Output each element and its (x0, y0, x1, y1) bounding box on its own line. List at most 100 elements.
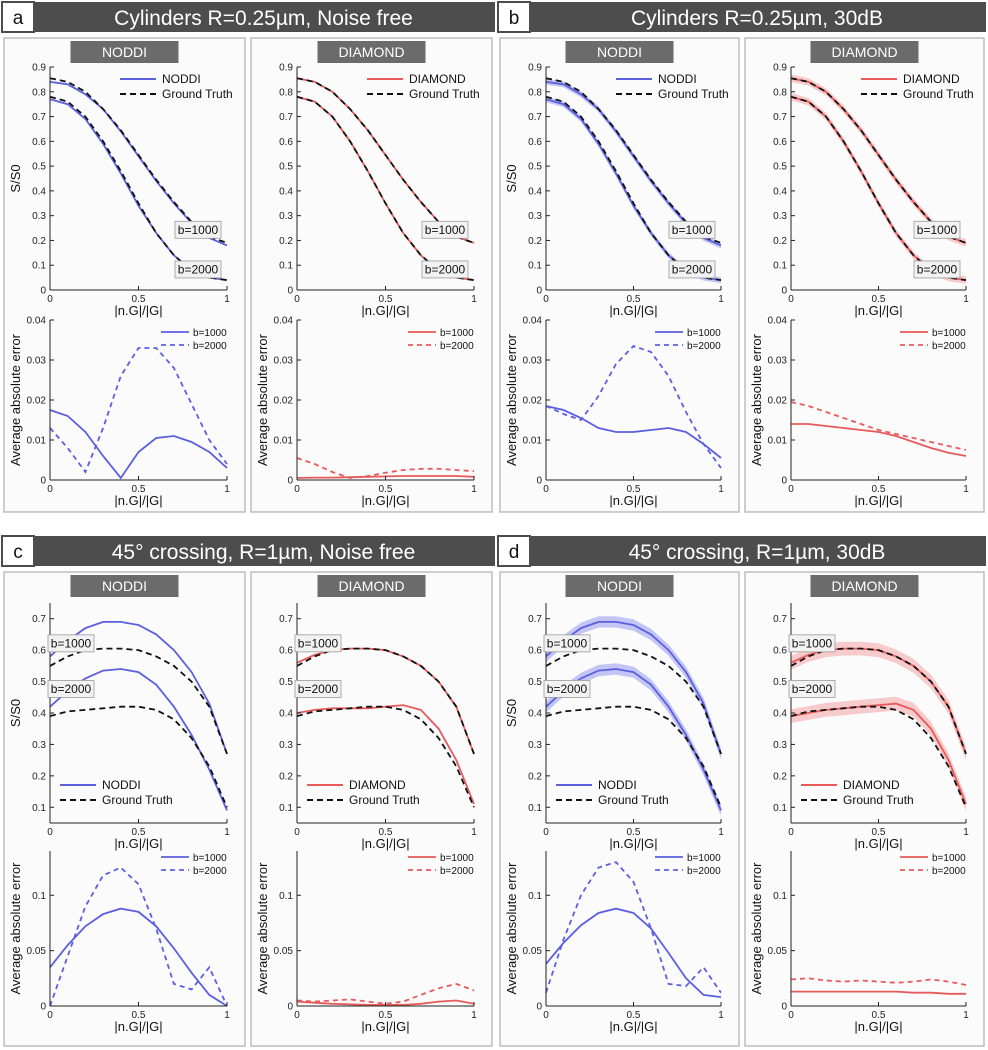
x-tick-label: 0 (47, 827, 53, 838)
x-tick-label: 0.5 (872, 294, 886, 305)
confidence-band (791, 641, 966, 761)
signal-chart: 0.1 0.2 0.3 0.4 0.5 0.6 0.7 0 0.5 1 |n.G|/|G| DIAMO… (279, 603, 477, 851)
series-line-3 (296, 704, 475, 805)
plot-area (297, 320, 474, 480)
x-tick-label: 1 (224, 827, 230, 838)
y-tick-label: 0.4 (32, 186, 46, 197)
y-axis-label: Average absolute error (504, 862, 519, 995)
legend-label-model: NODDI (598, 778, 637, 792)
y-tick-label: 0.5 (279, 677, 293, 688)
x-tick-label: 0.5 (379, 294, 393, 305)
x-axis-label: |n.G|/|G| (854, 493, 902, 508)
y-axis-label: Average absolute error (749, 333, 764, 466)
legend-label-b2000: b=2000 (193, 866, 227, 877)
error-chart: 0 0.01 0.02 0.03 0.04 0 0.5 1 |n.G|/|G| Average a… (504, 316, 724, 509)
y-tick-label: 0.7 (279, 112, 293, 123)
y-tick-label: 0 (781, 476, 787, 487)
x-axis-label: |n.G|/|G| (361, 836, 409, 851)
b-value-box (668, 260, 716, 279)
b-value-box (174, 220, 222, 239)
x-tick-label: 0 (788, 294, 794, 305)
y-tick-label: 0.04 (768, 316, 788, 327)
y-tick-label: 0.4 (279, 186, 293, 197)
x-axis-label: |n.G|/|G| (609, 836, 657, 851)
x-tick-label: 0 (788, 827, 794, 838)
legend-label-model: NODDI (162, 72, 201, 86)
y-tick-label: 0.7 (32, 112, 46, 123)
legend-label-b2000: b=2000 (932, 341, 966, 352)
series-line-1 (545, 405, 722, 459)
model-tab-label: NODDI (102, 578, 147, 594)
plot-area (546, 67, 721, 290)
x-axis-label: |n.G|/|G| (854, 303, 902, 318)
x-tick-label: 0.5 (379, 484, 393, 495)
b-value-box (47, 680, 95, 698)
y-tick-label: 0.6 (279, 137, 293, 148)
panel-letter-box (497, 535, 531, 567)
y-tick-label: 0.6 (773, 646, 787, 657)
b-value-label: b=2000 (178, 262, 219, 276)
y-tick-label: 0.05 (523, 946, 543, 957)
error-chart: 0 0.01 0.02 0.03 0.04 0 0.5 1 |n.G|/|G| Average a… (255, 316, 477, 509)
b-value-box (421, 260, 469, 279)
series-line-2 (296, 457, 475, 479)
error-chart: 0 0.05 0.1 0 0.5 1 |n.G|/|G| Average absolute e… (8, 851, 230, 1034)
x-tick-label: 0.5 (132, 827, 146, 838)
b-value-box (788, 634, 836, 653)
panel-d: d 45° crossing, R=1µm, 30dB NODDI 0.1 0.2 0.3… (497, 535, 986, 1047)
x-tick-label: 0 (47, 1010, 53, 1021)
panel-letter-box (497, 1, 531, 33)
x-tick-label: 0.5 (627, 484, 641, 495)
y-tick-label: 0.1 (32, 803, 46, 814)
x-axis-label: |n.G|/|G| (114, 303, 162, 318)
x-axis-label: |n.G|/|G| (609, 493, 657, 508)
signal-chart: 0 0.1 0.2 0.3 0.4 0.5 0.6 0.7 0.8 0.9 0 0.5 1 |n.G|/|… (8, 63, 233, 319)
x-tick-label: 0 (543, 827, 549, 838)
series-line-1 (545, 621, 722, 755)
panel-letter: b (509, 8, 520, 29)
y-tick-label: 0.6 (773, 137, 787, 148)
y-tick-label: 0.03 (523, 356, 543, 367)
y-tick-label: 0.1 (773, 803, 787, 814)
y-tick-label: 0 (781, 286, 787, 297)
y-tick-label: 0.9 (32, 63, 46, 74)
model-tab-label: DIAMOND (338, 578, 404, 594)
x-axis-label: |n.G|/|G| (854, 836, 902, 851)
y-tick-label: 0 (536, 286, 542, 297)
panel-title: 45° crossing, R=1µm, Noise free (112, 541, 416, 564)
series-line-1 (49, 409, 228, 480)
b-value-label: b=2000 (547, 682, 588, 696)
y-tick-label: 0.4 (279, 709, 293, 720)
x-tick-label: 1 (224, 1010, 230, 1021)
y-axis-label: S/S0 (8, 164, 23, 192)
series-line-4 (49, 705, 228, 808)
series-line-2 (545, 861, 722, 994)
y-tick-label: 0.04 (523, 316, 543, 327)
b-value-label: b=1000 (792, 636, 833, 650)
y-tick-label: 0.04 (27, 316, 47, 327)
plot-area (297, 67, 474, 290)
x-tick-label: 1 (718, 827, 724, 838)
x-axis-label: |n.G|/|G| (609, 1019, 657, 1034)
y-tick-label: 0.01 (274, 436, 294, 447)
signal-chart: 0 0.1 0.2 0.3 0.4 0.5 0.6 0.7 0.8 0.9 0 0.5 1 |n.G|/|… (279, 63, 480, 319)
legend-label-model: DIAMOND (409, 72, 466, 86)
y-tick-label: 0.02 (768, 396, 788, 407)
y-tick-label: 0.5 (773, 162, 787, 173)
y-tick-label: 0.5 (528, 677, 542, 688)
y-tick-label: 0.1 (528, 891, 542, 902)
model-tab (70, 575, 179, 597)
y-tick-label: 0.3 (773, 211, 787, 222)
x-tick-label: 1 (963, 827, 969, 838)
model-tab-label: DIAMOND (831, 44, 897, 60)
y-tick-label: 0.5 (528, 162, 542, 173)
x-tick-label: 0 (47, 484, 53, 495)
y-tick-label: 0.1 (279, 261, 293, 272)
signal-chart: 0 0.1 0.2 0.3 0.4 0.5 0.6 0.7 0.8 0.9 0 0.5 1 |n.G|/|… (773, 63, 974, 319)
x-tick-label: 1 (718, 484, 724, 495)
model-tab-label: DIAMOND (831, 578, 897, 594)
series-line-2 (49, 866, 228, 1007)
y-axis-label: Average absolute error (8, 862, 23, 995)
b-value-label: b=2000 (672, 262, 713, 276)
y-tick-label: 0.1 (279, 803, 293, 814)
